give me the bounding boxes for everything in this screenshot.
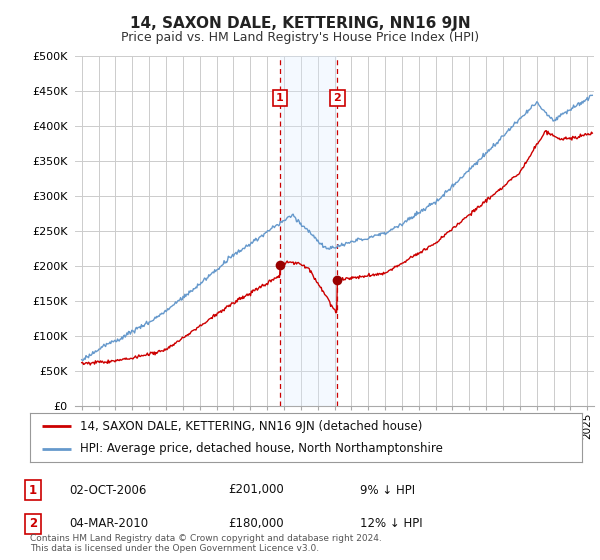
Text: 14, SAXON DALE, KETTERING, NN16 9JN: 14, SAXON DALE, KETTERING, NN16 9JN (130, 16, 470, 31)
Text: Price paid vs. HM Land Registry's House Price Index (HPI): Price paid vs. HM Land Registry's House … (121, 31, 479, 44)
Text: 02-OCT-2006: 02-OCT-2006 (69, 483, 146, 497)
Bar (280, 56, 337, 406)
Text: 2: 2 (334, 93, 341, 103)
Text: 12% ↓ HPI: 12% ↓ HPI (360, 517, 422, 530)
Text: 04-MAR-2010: 04-MAR-2010 (69, 517, 148, 530)
Text: £201,000: £201,000 (228, 483, 284, 497)
Text: 1: 1 (276, 93, 284, 103)
Text: £180,000: £180,000 (228, 517, 284, 530)
Text: 14, SAXON DALE, KETTERING, NN16 9JN (detached house): 14, SAXON DALE, KETTERING, NN16 9JN (det… (80, 419, 422, 432)
Text: HPI: Average price, detached house, North Northamptonshire: HPI: Average price, detached house, Nort… (80, 442, 443, 455)
Text: 9% ↓ HPI: 9% ↓ HPI (360, 483, 415, 497)
Text: 2: 2 (29, 517, 37, 530)
Text: 1: 1 (29, 483, 37, 497)
Text: Contains HM Land Registry data © Crown copyright and database right 2024.
This d: Contains HM Land Registry data © Crown c… (30, 534, 382, 553)
